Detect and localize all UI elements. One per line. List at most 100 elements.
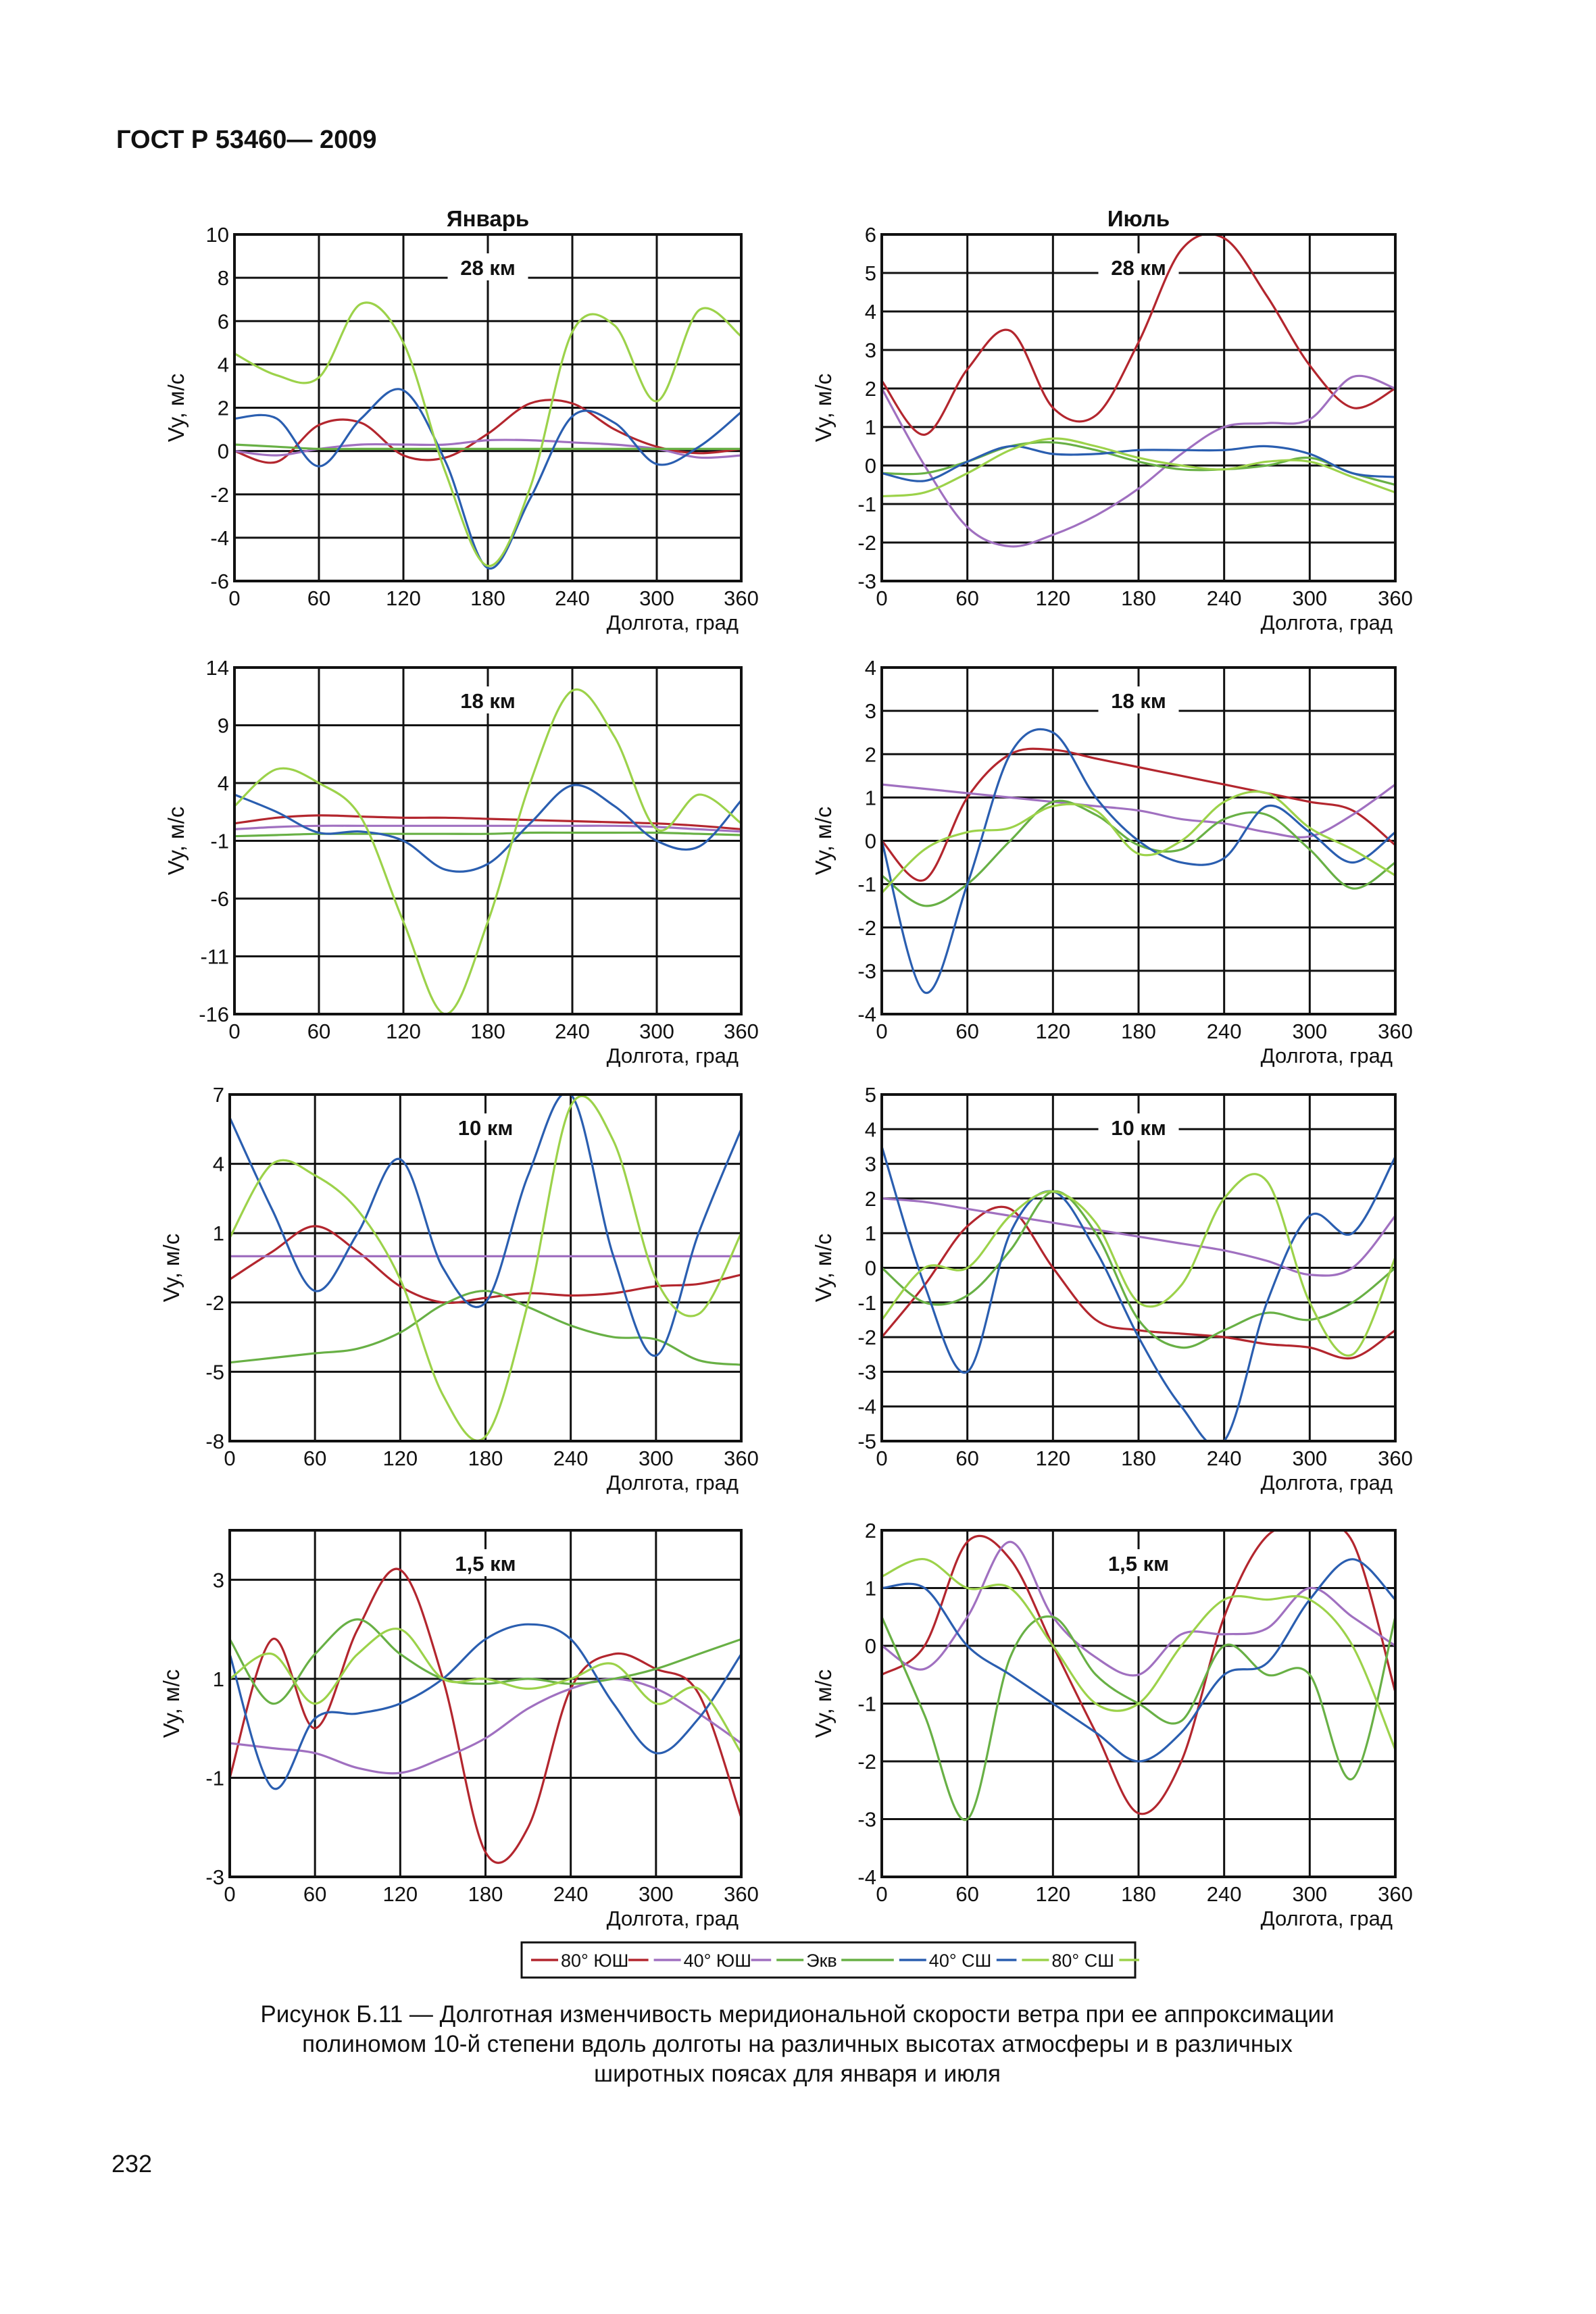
x-tick-label: 180 bbox=[470, 1020, 505, 1043]
x-tick-label: 120 bbox=[1035, 1882, 1070, 1906]
x-tick-label: 180 bbox=[1121, 1447, 1156, 1470]
y-tick-label: 0 bbox=[865, 454, 876, 478]
y-tick-label: -6 bbox=[210, 570, 229, 593]
annotation-bg bbox=[447, 686, 528, 713]
altitude-label: 28 км bbox=[460, 256, 516, 280]
y-tick-label: 1 bbox=[865, 786, 876, 809]
series-line bbox=[230, 1567, 741, 1864]
altitude-label: 28 км bbox=[1111, 256, 1166, 280]
series-line bbox=[882, 1558, 1395, 1751]
x-axis-label: Долгота, град bbox=[607, 1044, 739, 1067]
x-tick-label: 300 bbox=[639, 1882, 674, 1906]
y-tick-label: -1 bbox=[857, 493, 876, 516]
y-axis-label: Vy, м/с bbox=[811, 1669, 836, 1738]
x-tick-label: 60 bbox=[303, 1882, 326, 1906]
y-tick-label: 4 bbox=[865, 300, 876, 324]
series-line bbox=[234, 443, 741, 451]
y-tick-label: -2 bbox=[857, 916, 876, 940]
y-tick-label: -2 bbox=[210, 483, 229, 507]
y-tick-label: 6 bbox=[865, 223, 876, 247]
plot-frame bbox=[233, 233, 743, 582]
chart-panel: 10 км -5 -4 -3 -2 -1 0 1 2 3 4 5 0 60 120 180 240 300 360Д… bbox=[811, 1083, 1413, 1494]
y-tick-label: -1 bbox=[205, 1766, 224, 1790]
y-tick-label: 10 bbox=[206, 223, 229, 247]
y-tick-label: 3 bbox=[865, 699, 876, 723]
y-tick-label: 5 bbox=[865, 261, 876, 285]
x-tick-label: 0 bbox=[876, 1882, 887, 1906]
x-tick-label: 60 bbox=[955, 1020, 978, 1043]
y-tick-label: 2 bbox=[865, 377, 876, 401]
series-line bbox=[234, 784, 741, 873]
y-tick-label: 2 bbox=[218, 397, 229, 420]
series-line bbox=[230, 1628, 741, 1754]
y-tick-label: -16 bbox=[199, 1003, 229, 1026]
y-tick-label: 1 bbox=[213, 1222, 224, 1245]
chart-panel: 18 км -4 -3 -2 -1 0 1 2 3 4 0 60 120 180 240 300 360Долг… bbox=[811, 656, 1413, 1067]
series-group bbox=[230, 1567, 741, 1864]
y-tick-label: 3 bbox=[865, 338, 876, 362]
y-axis-label: Vy, м/с bbox=[164, 374, 189, 443]
x-tick-label: 0 bbox=[224, 1882, 235, 1906]
series-line bbox=[882, 747, 1395, 882]
altitude-label: 10 км bbox=[1111, 1116, 1166, 1140]
altitude-label: 1,5 км bbox=[1108, 1552, 1169, 1576]
y-tick-label: 1 bbox=[865, 1222, 876, 1245]
legend-label: Экв bbox=[806, 1951, 837, 1971]
y-tick-label: -4 bbox=[857, 1395, 876, 1419]
series-line bbox=[230, 1095, 741, 1441]
x-tick-label: 300 bbox=[639, 1447, 674, 1470]
y-tick-label: 4 bbox=[218, 772, 229, 795]
x-axis-label: Долгота, град bbox=[607, 1907, 739, 1930]
altitude-label: 10 км bbox=[458, 1116, 514, 1140]
y-tick-label: -2 bbox=[205, 1291, 224, 1315]
y-tick-label: -1 bbox=[857, 873, 876, 897]
x-tick-label: 120 bbox=[1035, 1020, 1070, 1043]
series-group bbox=[882, 234, 1395, 548]
series-group bbox=[234, 688, 741, 1014]
document-header: ГОСТ Р 53460— 2009 bbox=[116, 126, 377, 154]
series-line bbox=[230, 1290, 741, 1366]
y-tick-label: -4 bbox=[210, 526, 229, 550]
series-line bbox=[230, 1225, 741, 1304]
x-axis-label: Долгота, град bbox=[607, 611, 739, 634]
figure-caption: Рисунок Б.11 — Долготная изменчивость ме… bbox=[155, 2000, 1439, 2089]
plot-frame bbox=[880, 1093, 1397, 1442]
x-tick-label: 120 bbox=[382, 1447, 418, 1470]
x-tick-label: 360 bbox=[724, 1447, 759, 1470]
x-tick-label: 240 bbox=[1207, 1447, 1242, 1470]
y-axis-label: Vy, м/с bbox=[811, 807, 836, 876]
annotation-bg bbox=[439, 1549, 532, 1576]
series-line bbox=[882, 783, 1395, 838]
x-axis-label: Долгота, град bbox=[1261, 611, 1393, 634]
y-tick-label: 0 bbox=[865, 830, 876, 853]
y-tick-label: -3 bbox=[205, 1865, 224, 1889]
x-tick-label: 60 bbox=[303, 1447, 326, 1470]
y-tick-label: 1 bbox=[213, 1667, 224, 1691]
y-tick-label: 3 bbox=[213, 1568, 224, 1592]
legend-label: 40° СШ bbox=[929, 1951, 992, 1971]
series-group bbox=[882, 728, 1395, 995]
plot-frame bbox=[228, 1093, 743, 1442]
chart-panel: 28 км Январь -6 -4 -2 0 2 4 6 8 10 0 60 120 180 240 300 3… bbox=[164, 206, 759, 634]
series-line bbox=[882, 1146, 1395, 1441]
caption-line-3: широтных поясах для января и июля bbox=[594, 2061, 1001, 2087]
y-tick-label: 0 bbox=[865, 1634, 876, 1658]
y-tick-label: -1 bbox=[857, 1692, 876, 1716]
y-tick-label: 8 bbox=[218, 266, 229, 290]
x-tick-label: 120 bbox=[386, 586, 421, 610]
x-tick-label: 60 bbox=[955, 586, 978, 610]
y-tick-label: -1 bbox=[210, 830, 229, 853]
x-tick-label: 0 bbox=[876, 586, 887, 610]
x-tick-label: 240 bbox=[555, 1020, 590, 1043]
y-tick-label: -2 bbox=[857, 531, 876, 555]
x-tick-label: 60 bbox=[955, 1882, 978, 1906]
x-tick-label: 300 bbox=[639, 1020, 674, 1043]
x-axis-label: Долгота, град bbox=[1261, 1471, 1393, 1494]
y-axis-label: Vy, м/с bbox=[811, 1234, 836, 1303]
x-tick-label: 240 bbox=[555, 586, 590, 610]
y-tick-label: -3 bbox=[857, 959, 876, 983]
x-tick-label: 120 bbox=[386, 1020, 421, 1043]
x-tick-label: 240 bbox=[1207, 1882, 1242, 1906]
